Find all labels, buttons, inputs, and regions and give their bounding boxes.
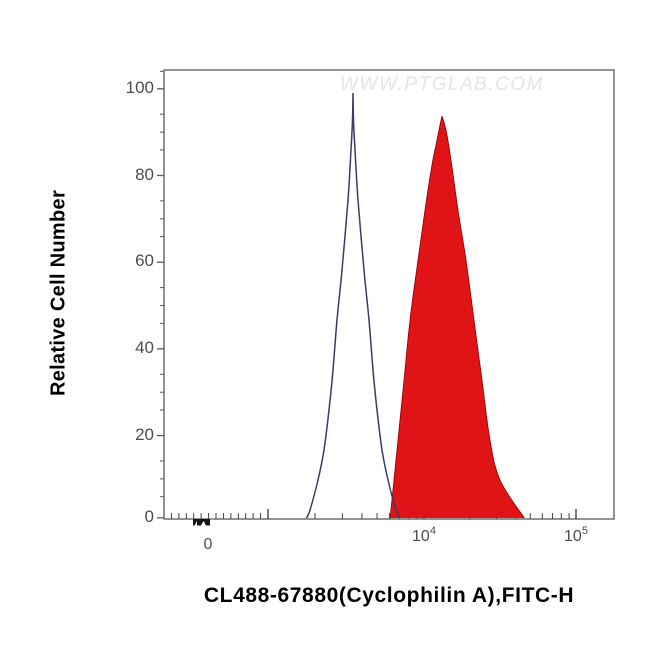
svg-text:WWW.PTGLAB.COM: WWW.PTGLAB.COM (340, 74, 544, 95)
